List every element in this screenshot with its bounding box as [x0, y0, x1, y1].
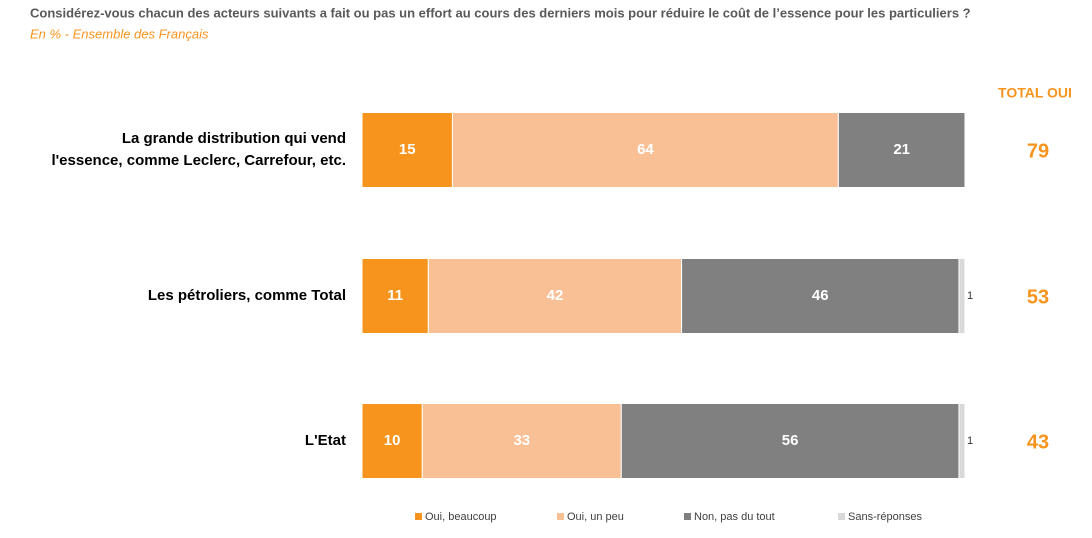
value-label: 21	[893, 141, 910, 158]
value-label: 33	[513, 432, 530, 449]
legend-swatch	[838, 513, 845, 520]
bar-segment	[620, 403, 960, 479]
value-label: 56	[782, 432, 799, 449]
legend-label: Sans-réponses	[848, 511, 922, 523]
total-value: 43	[1027, 431, 1049, 453]
legend-swatch	[684, 513, 691, 520]
bar-segment	[361, 258, 429, 334]
bar-segment	[421, 403, 622, 479]
value-label: 1	[967, 435, 973, 447]
total-value: 53	[1027, 286, 1049, 308]
category-label: L'Etat	[304, 432, 346, 449]
legend-swatch	[557, 513, 564, 520]
value-label: 42	[547, 287, 564, 304]
value-label: 1	[967, 290, 973, 302]
value-label: 10	[384, 432, 401, 449]
value-label: 11	[387, 287, 403, 304]
bar-segment	[681, 258, 960, 334]
bar-segment	[451, 112, 839, 188]
category-label: La grande distribution qui vend l'essenc…	[51, 130, 346, 169]
legend-label: Oui, un peu	[567, 511, 624, 523]
category-label: Les pétroliers, comme Total	[147, 287, 346, 304]
bar-segment	[958, 258, 966, 334]
legend-label: Non, pas du tout	[694, 511, 775, 523]
totals-title: TOTAL OUI	[998, 85, 1072, 101]
bar-segment	[837, 112, 966, 188]
bar-segment	[361, 112, 453, 188]
value-label: 15	[399, 141, 416, 158]
total-value: 79	[1027, 140, 1049, 162]
chart-subtitle: En % - Ensemble des Français	[30, 26, 209, 41]
legend-swatch	[415, 513, 422, 520]
chart-title: Considérez-vous chacun des acteurs suiva…	[30, 5, 971, 20]
bar-segment	[427, 258, 683, 334]
bar-segment	[958, 403, 966, 479]
value-label: 64	[637, 141, 654, 158]
value-label: 46	[812, 287, 829, 304]
bar-segment	[361, 403, 423, 479]
legend-label: Oui, beaucoup	[425, 511, 497, 523]
